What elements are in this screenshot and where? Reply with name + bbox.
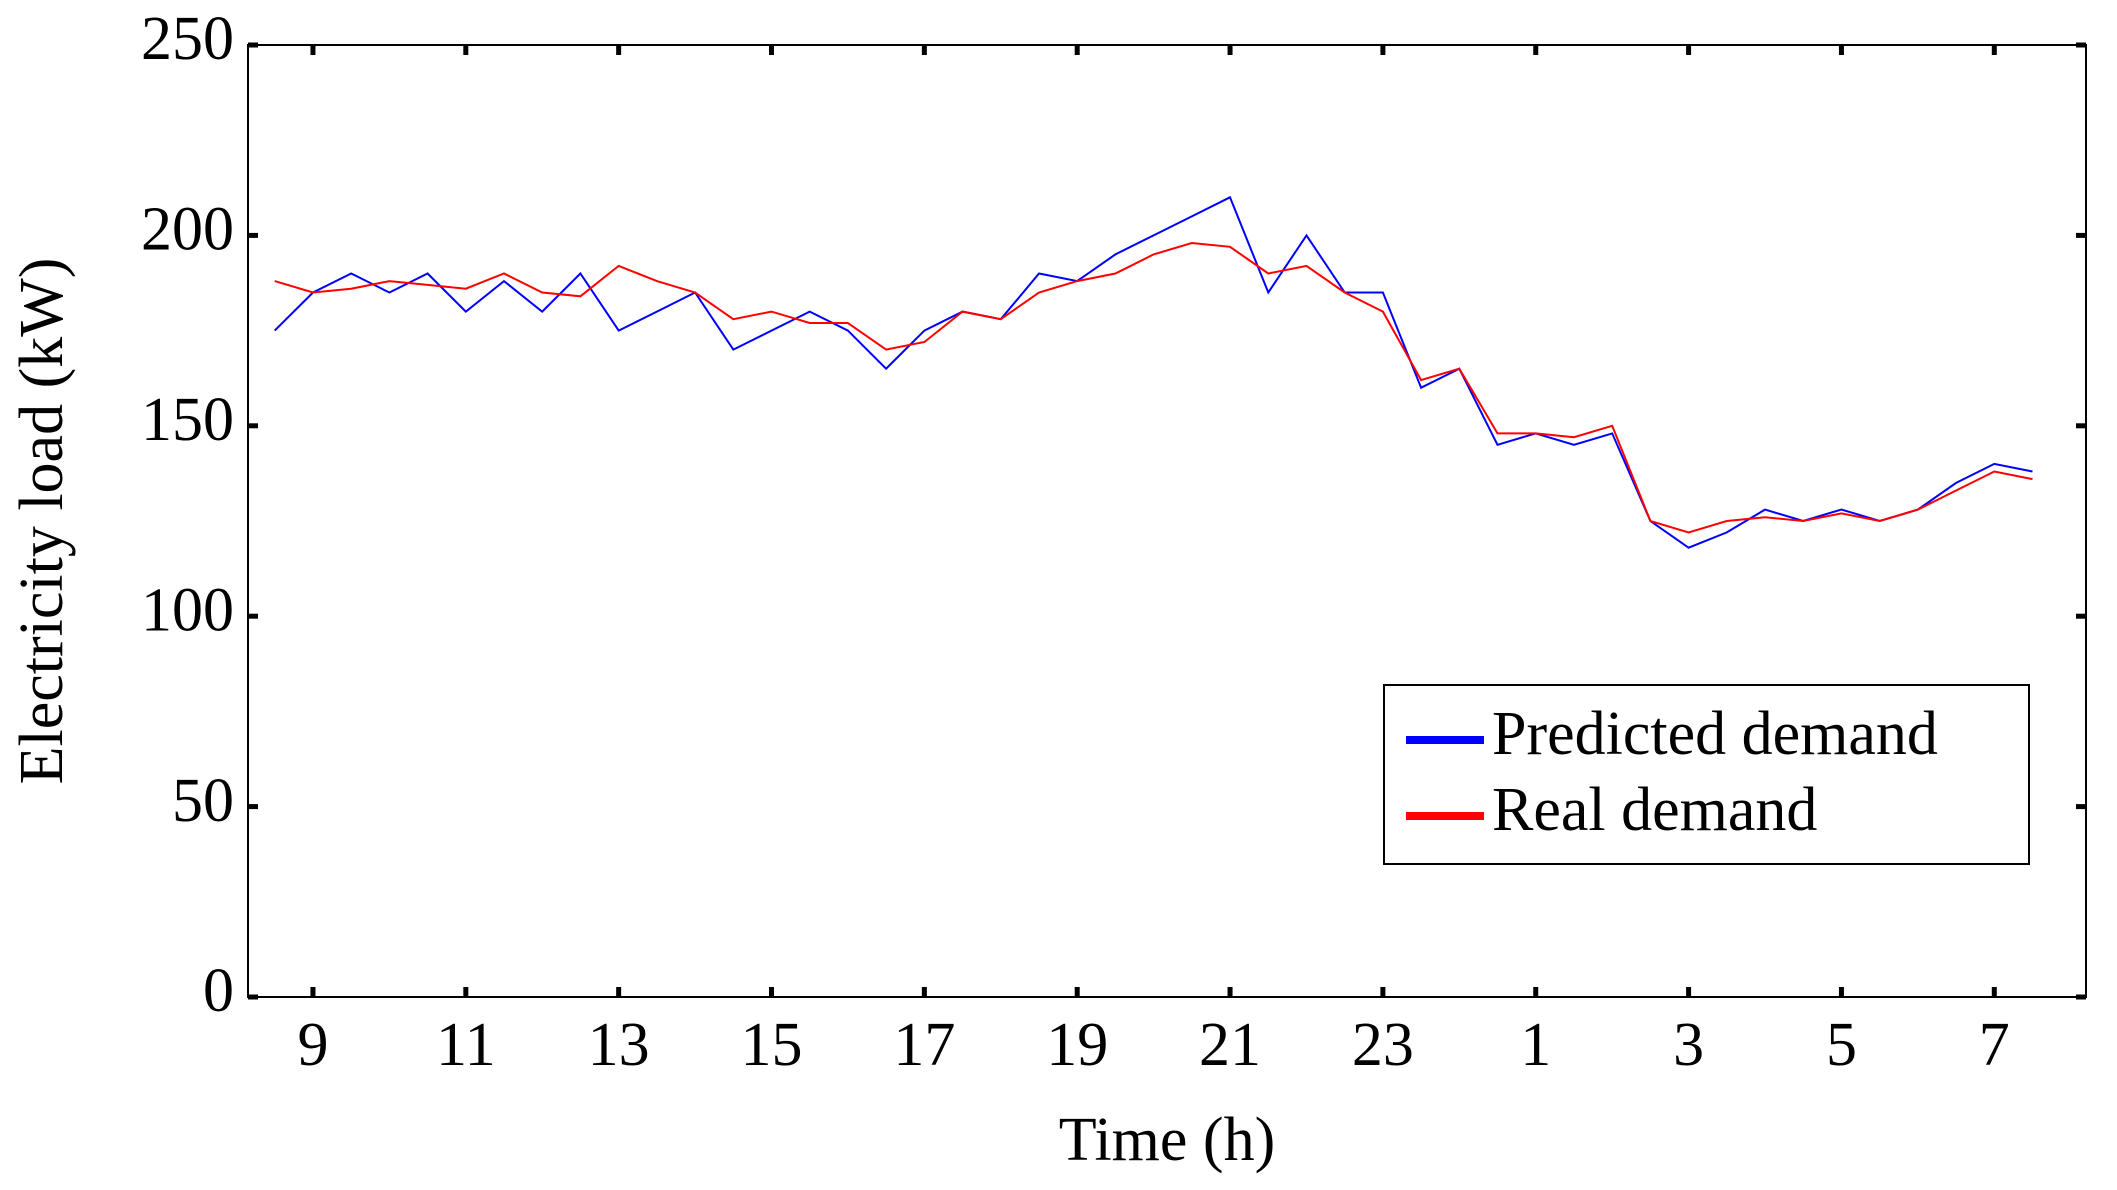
x-tick-label: 11	[436, 1011, 496, 1079]
y-axis-label: Electricity load (kW)	[8, 258, 76, 785]
legend-label: Predicted demand	[1492, 700, 1938, 768]
y-tick-label: 100	[141, 576, 234, 644]
x-tick-label: 5	[1826, 1011, 1857, 1079]
y-tick-label: 150	[141, 386, 234, 454]
y-tick-label: 250	[141, 5, 234, 73]
x-tick-label: 13	[588, 1011, 650, 1079]
x-tick-label: 19	[1046, 1011, 1108, 1079]
x-tick-label: 17	[893, 1011, 955, 1079]
x-tick-label: 7	[1979, 1011, 2010, 1079]
x-axis-label: Time (h)	[1059, 1106, 1275, 1174]
y-tick-label: 200	[141, 196, 234, 264]
x-tick-label: 21	[1199, 1011, 1261, 1079]
y-tick-label: 0	[203, 957, 234, 1025]
line-series	[273, 195, 2033, 549]
y-tick-label: 50	[172, 767, 234, 835]
x-tick-label: 23	[1352, 1011, 1414, 1079]
x-tick-label: 15	[741, 1011, 803, 1079]
x-tick-label: 1	[1520, 1011, 1551, 1079]
legend-label: Real demand	[1492, 776, 1817, 844]
legend-box	[1383, 684, 2030, 865]
x-tick-label: 3	[1673, 1011, 1704, 1079]
x-tick-label: 9	[297, 1011, 328, 1079]
plot-frame	[247, 44, 2087, 998]
line-series	[274, 241, 2033, 534]
